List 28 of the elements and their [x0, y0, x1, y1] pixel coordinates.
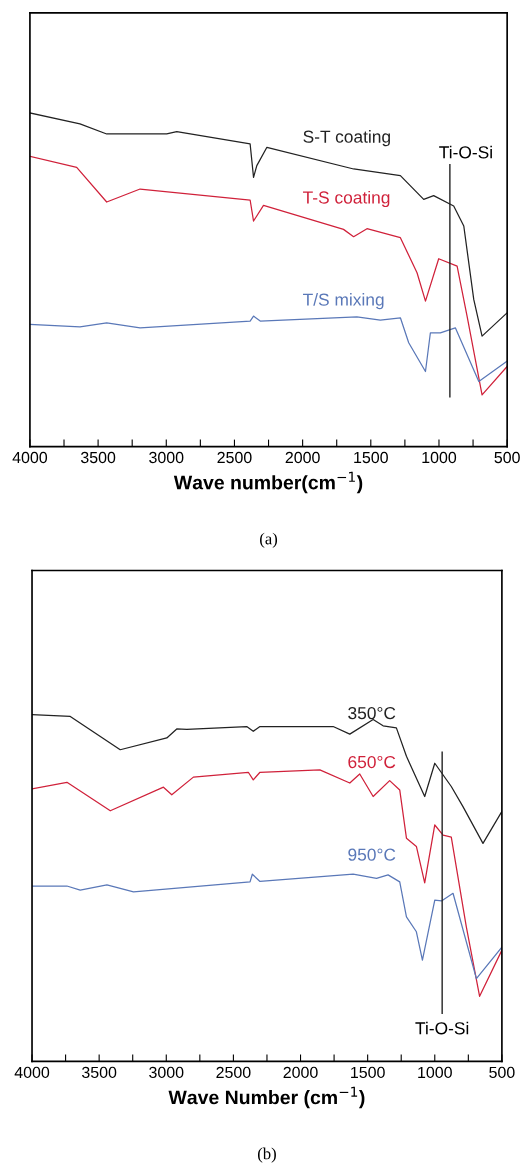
series-label: 650°C — [348, 755, 396, 769]
x-tick-label: 500 — [489, 1066, 515, 1079]
text: (b) — [257, 1147, 276, 1163]
x-tick-label: 3000 — [149, 1066, 184, 1079]
x-tick-label: 1000 — [422, 451, 457, 464]
x-axis-title: Wave number(cm$^{−1}$) — [173, 471, 363, 494]
x-tick-label: 2500 — [216, 1066, 251, 1079]
series-label: S-T coating — [303, 130, 390, 147]
x-axis-title: Wave Number (cm$^{−1}$) — [168, 1086, 365, 1109]
ref-line-label: Ti-O-Si — [439, 145, 492, 159]
x-tick-label: 4000 — [14, 1066, 50, 1079]
x-tick-label: 2500 — [217, 451, 252, 464]
x-tick-label: 2000 — [283, 1066, 318, 1079]
series-label: T-S coating — [303, 190, 390, 208]
series-label: 950°C — [348, 848, 396, 861]
x-tick-label: 1000 — [418, 1066, 452, 1079]
x-tick-label: 1500 — [354, 451, 388, 464]
x-tick-label: 3500 — [81, 1066, 117, 1079]
x-tick-label: 1500 — [351, 1066, 385, 1079]
ref-line-label: Ti-O-Si — [415, 1021, 469, 1035]
series-label: 350°C — [348, 706, 396, 720]
x-tick-label: 4000 — [12, 451, 48, 464]
x-tick-label: 3000 — [149, 451, 184, 464]
text: (a) — [260, 532, 278, 548]
x-tick-label: 500 — [494, 451, 520, 464]
series-label: T/S mixing — [303, 293, 384, 310]
x-tick-label: 3500 — [80, 451, 116, 464]
x-tick-label: 2000 — [285, 451, 320, 464]
